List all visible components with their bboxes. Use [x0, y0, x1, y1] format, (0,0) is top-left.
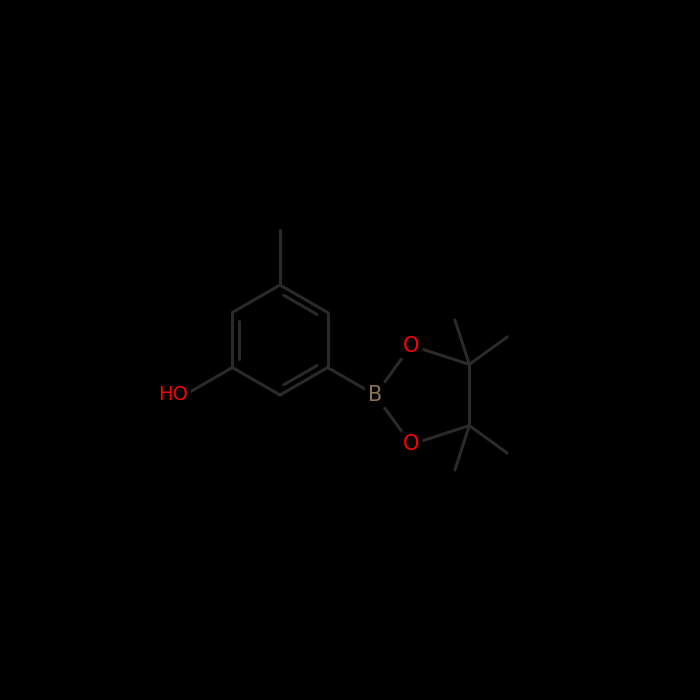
Text: HO: HO	[158, 386, 188, 405]
Text: O: O	[403, 335, 419, 356]
Text: B: B	[368, 385, 382, 405]
Text: O: O	[403, 435, 419, 454]
